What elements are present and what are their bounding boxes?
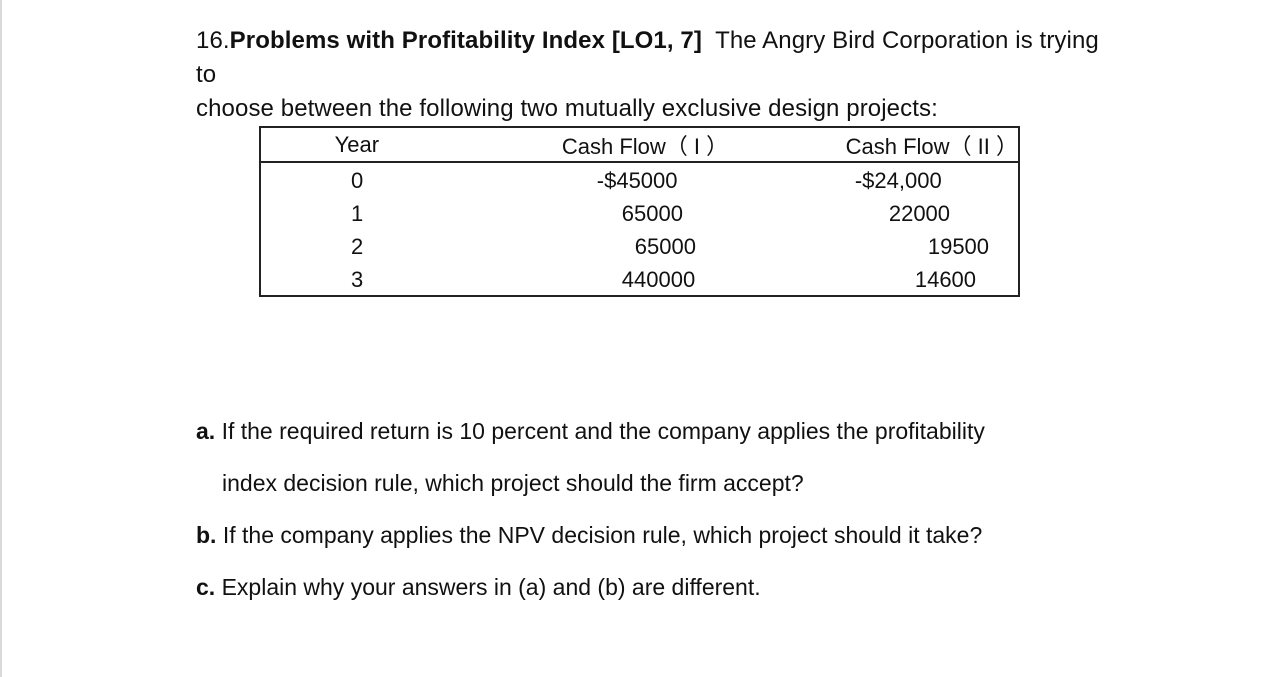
question-letter: b. bbox=[196, 522, 217, 548]
problem-text-line-2: choose between the following two mutuall… bbox=[196, 95, 938, 122]
question-text: index decision rule, which project shoul… bbox=[222, 470, 804, 496]
year-value: 2 bbox=[351, 234, 364, 259]
cash-flow-1-cell: -$45000 bbox=[453, 162, 742, 196]
learning-objective: [LO1, 7] bbox=[611, 27, 702, 54]
header-cash-flow-1-label: Cash Flow（ I ） bbox=[561, 133, 729, 159]
cash-flow-1-value: 65000 bbox=[621, 201, 683, 226]
cash-flow-2-value: 19500 bbox=[927, 234, 990, 259]
problem-title: Problems with Profitability Index bbox=[229, 27, 606, 54]
cash-flow-1-cell: 65000 bbox=[453, 196, 742, 229]
header-cash-flow-1: Cash Flow（ I ） bbox=[452, 127, 742, 163]
question-b: b. If the company applies the NPV decisi… bbox=[196, 522, 982, 549]
cash-flow-2-value: 14600 bbox=[914, 267, 977, 292]
cash-flow-2-cell: 14600 bbox=[742, 262, 1019, 296]
question-letter: a. bbox=[196, 418, 216, 444]
year-cell: 3 bbox=[260, 262, 453, 296]
question-text: If the required return is 10 percent and… bbox=[221, 418, 985, 444]
question-text: Explain why your answers in (a) and (b) … bbox=[221, 574, 761, 600]
table-header-row: Year Cash Flow（ I ） Cash Flow（ II ） bbox=[260, 127, 1019, 163]
page-edge-rule bbox=[0, 0, 2, 677]
problem-text-line-1: The Angry Bird Corporation is trying to bbox=[196, 27, 1099, 88]
question-a-continued: index decision rule, which project shoul… bbox=[222, 470, 804, 497]
cash-flow-1-value: -$45000 bbox=[596, 168, 678, 193]
question-a: a. If the required return is 10 percent … bbox=[196, 418, 985, 445]
year-value: 0 bbox=[351, 168, 364, 193]
question-text: If the company applies the NPV decision … bbox=[222, 522, 983, 548]
cash-flow-2-cell: 22000 bbox=[742, 196, 1019, 229]
cash-flow-2-cell: -$24,000 bbox=[742, 162, 1019, 196]
year-cell: 0 bbox=[260, 162, 453, 196]
question-c: c. Explain why your answers in (a) and (… bbox=[196, 574, 761, 601]
year-cell: 2 bbox=[260, 229, 453, 262]
header-cash-flow-2: Cash Flow（ II ） bbox=[741, 127, 1019, 163]
question-letter: c. bbox=[196, 574, 216, 600]
cash-flow-2-cell: 19500 bbox=[742, 229, 1019, 262]
cash-flow-table: Year Cash Flow（ I ） Cash Flow（ II ） 0 -$… bbox=[259, 126, 1020, 297]
problem-line-1: 16.Problems with Profitability Index [LO… bbox=[196, 24, 1116, 92]
cash-flow-1-value: 440000 bbox=[621, 267, 696, 292]
year-value: 1 bbox=[351, 201, 364, 226]
cash-flow-1-cell: 65000 bbox=[453, 229, 742, 262]
table-row: 3 440000 14600 bbox=[260, 262, 1019, 296]
year-value: 3 bbox=[351, 267, 364, 292]
table-row: 1 65000 22000 bbox=[260, 196, 1019, 229]
table-row: 0 -$45000 -$24,000 bbox=[260, 162, 1019, 196]
table-row: 2 65000 19500 bbox=[260, 229, 1019, 262]
cash-flow-1-value: 65000 bbox=[634, 234, 696, 259]
cash-flow-2-value: 22000 bbox=[888, 201, 951, 226]
cash-flow-1-cell: 440000 bbox=[453, 262, 742, 296]
problem-statement: 16.Problems with Profitability Index [LO… bbox=[196, 24, 1116, 126]
year-cell: 1 bbox=[260, 196, 453, 229]
cash-flow-2-value: -$24,000 bbox=[854, 168, 942, 193]
problem-number: 16. bbox=[196, 27, 230, 54]
header-year: Year bbox=[260, 127, 453, 163]
